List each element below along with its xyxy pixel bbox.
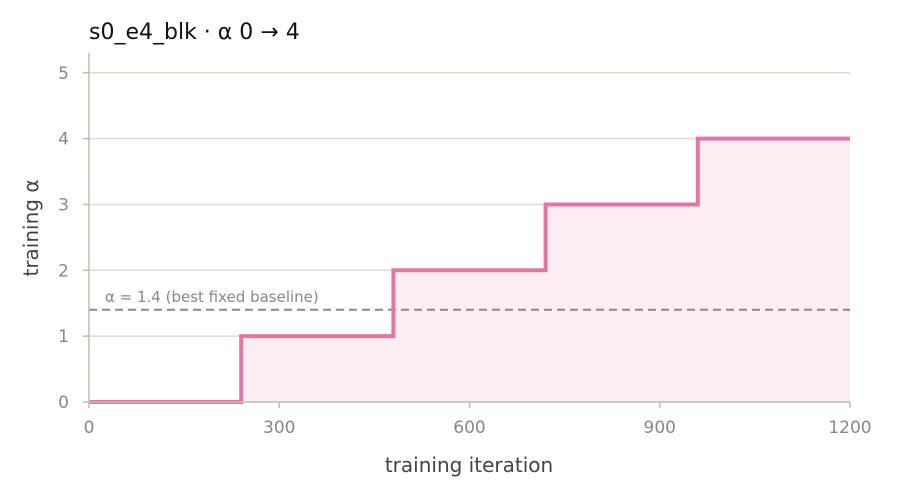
x-tick-label-300: 300: [263, 418, 295, 438]
x-tick-label-1200: 1200: [828, 418, 871, 438]
x-tick-label-0: 0: [84, 418, 95, 438]
y-tick-labels: 0 1 2 3 4 5: [58, 64, 89, 413]
y-tick-label-0: 0: [58, 393, 69, 413]
series-line: [89, 136, 850, 404]
chart-title: s0_e4_blk · α 0 → 4: [89, 20, 300, 45]
x-axis-label: training iteration: [385, 453, 553, 477]
baseline-label: α = 1.4 (best fixed baseline): [105, 288, 319, 306]
x-tick-label-600: 600: [453, 418, 485, 438]
x-tick-labels: 0 300 600 900 1200: [84, 402, 872, 438]
y-tick-label-2: 2: [58, 261, 69, 281]
x-tick-label-900: 900: [644, 418, 676, 438]
y-tick-label-3: 3: [58, 195, 69, 215]
y-axis-label: training α: [19, 179, 43, 276]
y-tick-label-1: 1: [58, 327, 69, 347]
y-tick-label-4: 4: [58, 130, 69, 150]
y-tick-label-5: 5: [58, 64, 69, 84]
